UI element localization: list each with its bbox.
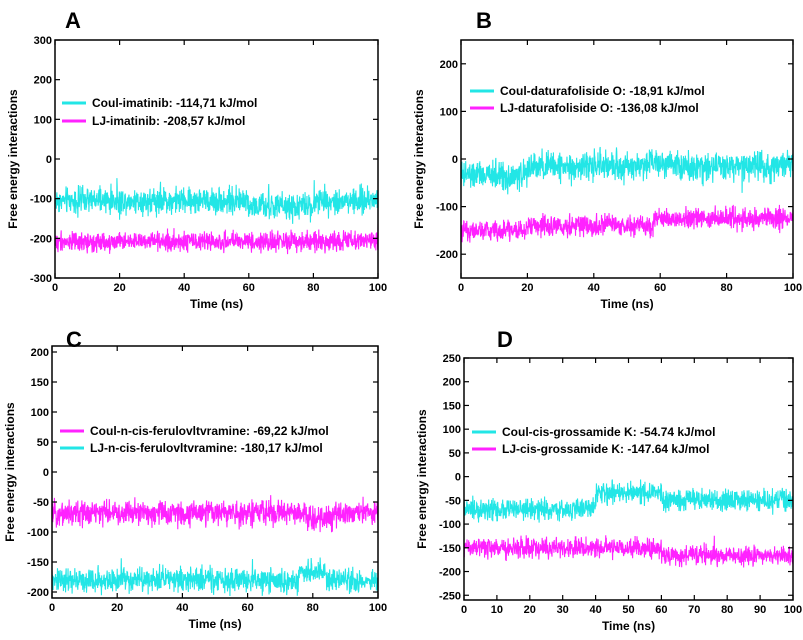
legend: Coul-daturafoliside O: -18,91 kJ/mol LJ-d… [470,84,705,115]
x-tick-label: 70 [688,604,700,616]
y-tick-label: -150 [439,543,461,555]
panel-letter: C [66,327,82,352]
y-tick-label: 0 [452,154,458,166]
y-tick-label: 200 [443,377,461,389]
x-tick-label: 0 [458,282,464,294]
y-tick-label: -200 [439,567,461,579]
y-tick-label: 100 [440,106,458,118]
x-axis-label: Time (ns) [188,617,241,631]
legend: Coul-imatinib: -114,71 kJ/mol LJ-imatinib… [62,96,257,128]
y-tick-label: -100 [30,194,52,206]
x-tick-label: 60 [241,602,253,614]
x-tick-label: 20 [524,604,536,616]
legend-label-1: Coul-daturafoliside O: -18,91 kJ/mol [500,84,705,98]
x-tick-label: 40 [589,604,601,616]
legend-label-1: Coul-imatinib: -114,71 kJ/mol [92,96,257,110]
x-tick-label: 0 [52,282,58,294]
y-tick-label: 0 [455,472,461,484]
panel-letter: D [497,327,513,352]
legend: Coul-n-cis-ferulovltvramine: -69,22 kJ/m… [60,424,329,455]
x-axis-label: Time (ns) [602,619,655,633]
y-tick-label: 100 [34,114,52,126]
legend-label-2: LJ-imatinib: -208,57 kJ/mol [92,114,245,128]
legend-label-2: LJ-daturafoliside O: -136,08 kJ/mol [500,101,699,115]
x-tick-label: 40 [176,602,188,614]
legend-label-2: LJ-cis-grossamide K: -147.64 kJ/mol [502,442,709,456]
y-tick-label: -200 [30,233,52,245]
y-tick-label: 150 [443,400,461,412]
series-line-1 [52,495,378,533]
x-tick-label: 60 [243,282,255,294]
y-tick-label: 0 [46,154,52,166]
x-tick-label: 20 [521,282,533,294]
series-line-1 [461,146,793,195]
series-line-2 [464,535,793,568]
panel-d: D 0 10 20 30 40 50 60 70 80 90 100 -250 -200 -150 -100 -… [415,327,802,633]
y-tick-label: 150 [31,377,49,389]
y-tick-label: 200 [440,59,458,71]
y-tick-label: 200 [31,347,49,359]
y-tick-label: 50 [449,448,461,460]
x-tick-label: 60 [655,604,667,616]
y-tick-label: -200 [27,587,49,599]
x-tick-label: 20 [113,282,125,294]
series-line-2 [52,557,378,596]
y-tick-label: -100 [27,527,49,539]
x-tick-label: 0 [49,602,55,614]
x-tick-label: 80 [721,604,733,616]
x-tick-label: 80 [307,282,319,294]
x-axis-label: Time (ns) [190,297,243,311]
x-tick-label: 90 [754,604,766,616]
y-axis-label: Free energy interactions [6,89,20,229]
y-axis-label: Free energy interactions [412,89,426,229]
x-tick-label: 100 [369,282,387,294]
legend-label-1: Coul-cis-grossamide K: -54.74 kJ/mol [502,425,715,439]
legend-label-2: LJ-n-cis-ferulovltvramine: -180,17 kJ/mo… [90,441,323,455]
y-tick-label: 0 [43,467,49,479]
legend-label-1: Coul-n-cis-ferulovltvramine: -69,22 kJ/m… [90,424,329,438]
x-tick-label: 0 [461,604,467,616]
x-tick-label: 60 [654,282,666,294]
legend: Coul-cis-grossamide K: -54.74 kJ/mol LJ-c… [472,425,715,456]
y-tick-label: 300 [34,35,52,47]
panel-letter: A [65,8,81,33]
y-tick-label: -250 [439,590,461,602]
series-line-1 [464,479,793,523]
x-tick-label: 80 [720,282,732,294]
y-tick-label: -300 [30,273,52,285]
y-tick-label: 100 [443,424,461,436]
series-line-1 [55,178,378,224]
x-tick-label: 100 [784,604,802,616]
y-tick-label: 250 [443,353,461,365]
y-tick-label: -150 [27,557,49,569]
y-tick-label: -200 [436,249,458,261]
x-tick-label: 100 [369,602,387,614]
y-tick-label: 100 [31,407,49,419]
x-tick-label: 10 [491,604,503,616]
y-tick-label: -50 [33,497,49,509]
x-tick-label: 40 [178,282,190,294]
y-tick-label: 50 [37,437,49,449]
y-tick-label: -100 [436,202,458,214]
y-tick-label: -50 [445,495,461,507]
y-axis-label: Free energy interactions [415,409,429,549]
y-tick-label: 200 [34,75,52,87]
x-tick-label: 80 [307,602,319,614]
x-tick-label: 100 [784,282,802,294]
x-tick-label: 50 [622,604,634,616]
series-line-2 [461,204,793,243]
panel-b: B 0 20 40 60 80 100 -200 -100 0 100 200 Time (ns) Fre… [412,8,802,311]
series-line-2 [55,224,378,255]
x-tick-label: 30 [557,604,569,616]
x-tick-label: 20 [111,602,123,614]
x-axis-label: Time (ns) [600,297,653,311]
y-tick-label: -100 [439,519,461,531]
y-axis-label: Free energy interactions [3,402,17,542]
panel-a: A 0 20 40 60 80 100 -300 -200 -100 0 100 200 300 Time … [6,8,387,311]
x-tick-label: 40 [588,282,600,294]
plot-frame [51,345,379,599]
panel-c: C 0 20 40 60 80 100 -200 -150 -100 -50 0 50 100 150 200… [3,327,387,631]
panel-letter: B [476,8,492,33]
